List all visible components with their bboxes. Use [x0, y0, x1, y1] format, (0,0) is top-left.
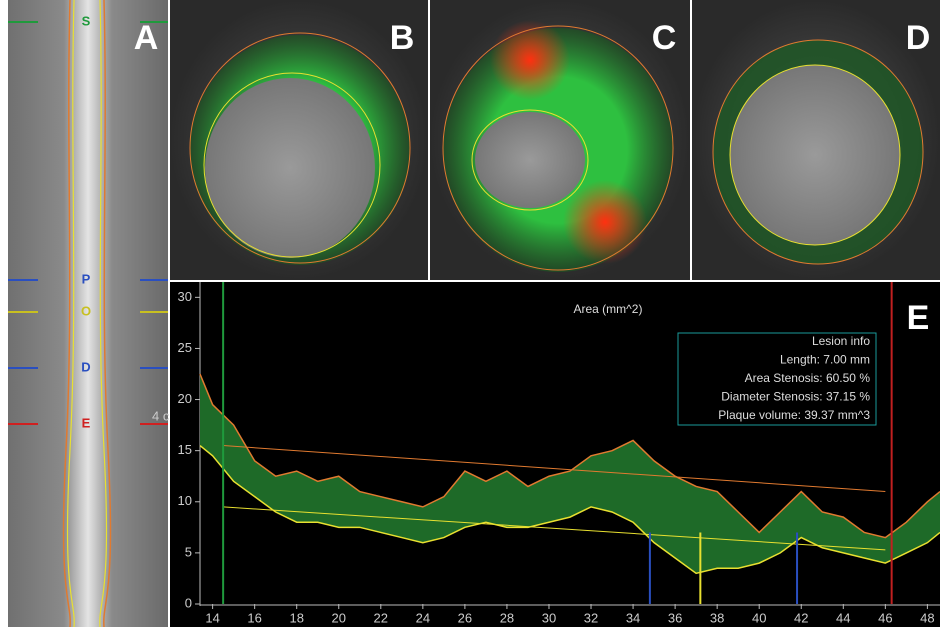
- x-tick-label: 32: [584, 610, 598, 625]
- figure: A 4 c B C D Area (mm^2) E S P O D E 0 5 10 15 20 2…: [0, 0, 940, 627]
- panel-label: C: [652, 19, 677, 57]
- panel-label: D: [906, 19, 931, 57]
- y-tick-label: 25: [178, 340, 192, 355]
- lumen: [730, 65, 900, 245]
- cut-text: 4 c: [152, 408, 170, 423]
- x-tick-label: 26: [458, 610, 472, 625]
- info-line: Area Stenosis: 60.50 %: [745, 371, 871, 385]
- y-tick-label: 10: [178, 493, 192, 508]
- x-tick-label: 30: [542, 610, 556, 625]
- hotspot: [490, 20, 570, 100]
- vessel-marker: P: [82, 271, 91, 286]
- info-line: Plaque volume: 39.37 mm^3: [718, 408, 870, 422]
- x-tick-label: 36: [668, 610, 682, 625]
- x-tick-label: 34: [626, 610, 640, 625]
- x-tick-label: 14: [205, 610, 219, 625]
- hotspot: [563, 180, 647, 264]
- y-tick-label: 0: [185, 595, 192, 610]
- vessel-marker: E: [82, 415, 91, 430]
- info-line: Lesion info: [812, 334, 870, 348]
- y-tick-label: 15: [178, 442, 192, 457]
- x-tick-label: 40: [752, 610, 766, 625]
- x-tick-label: 48: [920, 610, 934, 625]
- x-tick-label: 16: [247, 610, 261, 625]
- panel-label: A: [134, 19, 159, 57]
- x-tick-label: 24: [416, 610, 430, 625]
- y-tick-label: 20: [178, 391, 192, 406]
- panel-label: B: [390, 19, 415, 57]
- lumen: [475, 112, 585, 208]
- x-tick-label: 28: [500, 610, 514, 625]
- y-tick-label: 5: [185, 544, 192, 559]
- info-line: Length: 7.00 mm: [780, 353, 870, 367]
- info-line: Diameter Stenosis: 37.15 %: [721, 390, 870, 404]
- vessel-marker: O: [81, 303, 91, 318]
- x-tick-label: 42: [794, 610, 808, 625]
- x-tick-label: 20: [332, 610, 346, 625]
- x-tick-label: 38: [710, 610, 724, 625]
- x-tick-label: 18: [289, 610, 303, 625]
- x-tick-label: 22: [374, 610, 388, 625]
- vessel-marker: S: [82, 13, 91, 28]
- panel-label: E: [907, 299, 930, 337]
- vessel-marker: D: [81, 359, 90, 374]
- y-tick-label: 30: [178, 289, 192, 304]
- chart-title: Area (mm^2): [574, 302, 643, 316]
- x-tick-label: 44: [836, 610, 850, 625]
- x-tick-label: 46: [878, 610, 892, 625]
